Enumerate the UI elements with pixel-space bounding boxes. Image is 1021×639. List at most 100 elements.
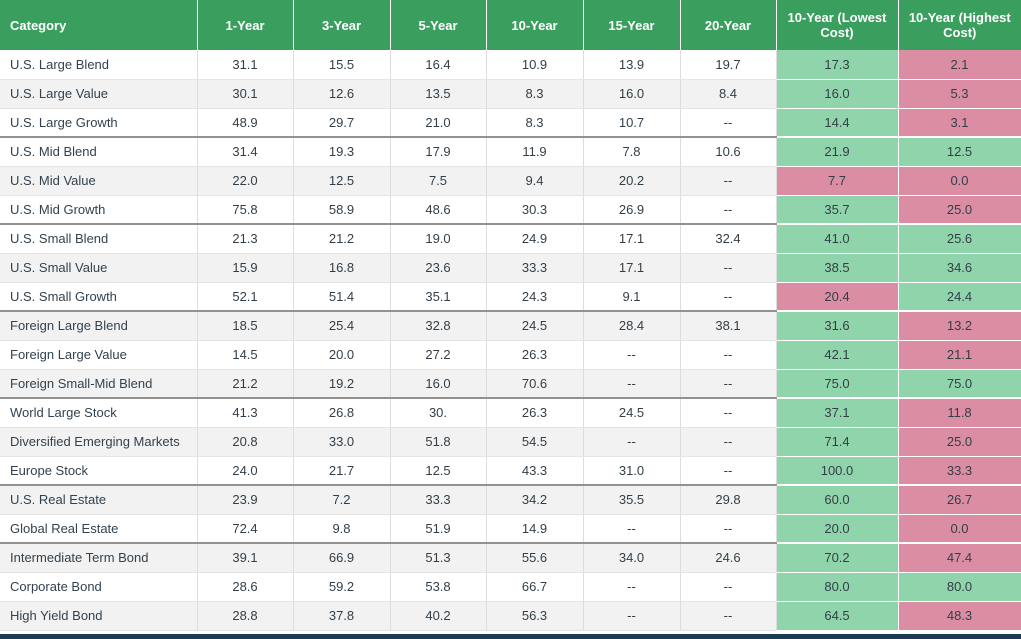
- value-cell: 23.6: [390, 253, 487, 283]
- category-cell: Corporate Bond: [0, 572, 198, 602]
- value-cell: --: [680, 369, 777, 399]
- value-cell: 7.2: [293, 485, 391, 515]
- value-cell: 37.8: [293, 601, 391, 631]
- table-row-u-s-small-growth: U.S. Small Growth 52.1 51.4 35.1 24.3 9.1 -- 20…: [0, 282, 1021, 312]
- category-cell: Intermediate Term Bond: [0, 543, 198, 573]
- value-cell: --: [583, 369, 681, 399]
- lowest-cost-cell: 38.5: [775, 253, 899, 283]
- category-cell: U.S. Mid Blend: [0, 137, 198, 167]
- value-cell: 48.6: [390, 195, 487, 225]
- table-row-foreign-large-blend: Foreign Large Blend 18.5 25.4 32.8 24.5 28.4 3…: [0, 311, 1021, 341]
- lowest-cost-cell: 31.6: [775, 311, 899, 341]
- value-cell: 54.5: [486, 427, 584, 457]
- value-cell: 33.3: [390, 485, 487, 515]
- col-header-category: Category: [0, 0, 198, 50]
- value-cell: 11.9: [486, 137, 584, 167]
- highest-cost-cell: 5.3: [897, 79, 1021, 109]
- value-cell: 7.8: [583, 137, 681, 167]
- value-cell: 21.0: [390, 108, 487, 138]
- value-cell: 35.1: [390, 282, 487, 312]
- value-cell: 22.0: [197, 166, 294, 196]
- value-cell: --: [680, 398, 777, 428]
- value-cell: 33.3: [486, 253, 584, 283]
- value-cell: 30.3: [486, 195, 584, 225]
- category-cell: U.S. Mid Growth: [0, 195, 198, 225]
- highest-cost-cell: 25.0: [897, 195, 1021, 225]
- lowest-cost-cell: 21.9: [775, 137, 899, 167]
- table-row-u-s-large-value: U.S. Large Value 30.1 12.6 13.5 8.3 16.0 8.4 16…: [0, 79, 1021, 109]
- lowest-cost-cell: 16.0: [775, 79, 899, 109]
- value-cell: 8.3: [486, 79, 584, 109]
- value-cell: 75.8: [197, 195, 294, 225]
- value-cell: 20.2: [583, 166, 681, 196]
- category-cell: Diversified Emerging Markets: [0, 427, 198, 457]
- table-header: Category 1-Year 3-Year 5-Year 10-Year 15-Year…: [0, 0, 1021, 50]
- table-row-diversified-emerging-markets: Diversified Emerging Markets 20.8 33.0 51.8…: [0, 427, 1021, 457]
- category-cell: World Large Stock: [0, 398, 198, 428]
- table-row-global-real-estate: Global Real Estate 72.4 9.8 51.9 14.9 -- -- 20.…: [0, 514, 1021, 544]
- value-cell: 70.6: [486, 369, 584, 399]
- highest-cost-cell: 3.1: [897, 108, 1021, 138]
- lowest-cost-cell: 42.1: [775, 340, 899, 370]
- lowest-cost-cell: 80.0: [775, 572, 899, 602]
- value-cell: 8.3: [486, 108, 584, 138]
- col-header-3-year: 3-Year: [293, 0, 391, 50]
- value-cell: 19.3: [293, 137, 391, 167]
- table-row-corporate-bond: Corporate Bond 28.6 59.2 53.8 66.7 -- -- 80.0 80…: [0, 572, 1021, 602]
- value-cell: 59.2: [293, 572, 391, 602]
- value-cell: 51.8: [390, 427, 487, 457]
- value-cell: 10.7: [583, 108, 681, 138]
- value-cell: 12.5: [293, 166, 391, 196]
- value-cell: 17.1: [583, 224, 681, 254]
- value-cell: --: [680, 195, 777, 225]
- value-cell: 31.0: [583, 456, 681, 486]
- value-cell: 24.5: [583, 398, 681, 428]
- value-cell: 12.6: [293, 79, 391, 109]
- highest-cost-cell: 25.0: [897, 427, 1021, 457]
- value-cell: 72.4: [197, 514, 294, 544]
- value-cell: --: [583, 340, 681, 370]
- lowest-cost-cell: 75.0: [775, 369, 899, 399]
- value-cell: 8.4: [680, 79, 777, 109]
- category-cell: U.S. Large Value: [0, 79, 198, 109]
- lowest-cost-cell: 70.2: [775, 543, 899, 573]
- value-cell: --: [583, 427, 681, 457]
- highest-cost-cell: 13.2: [897, 311, 1021, 341]
- highest-cost-cell: 75.0: [897, 369, 1021, 399]
- value-cell: 40.2: [390, 601, 487, 631]
- value-cell: 20.8: [197, 427, 294, 457]
- highest-cost-cell: 47.4: [897, 543, 1021, 573]
- highest-cost-cell: 33.3: [897, 456, 1021, 486]
- value-cell: 9.8: [293, 514, 391, 544]
- highest-cost-cell: 21.1: [897, 340, 1021, 370]
- value-cell: 34.0: [583, 543, 681, 573]
- value-cell: 27.2: [390, 340, 487, 370]
- value-cell: 26.9: [583, 195, 681, 225]
- table-row-u-s-large-growth: U.S. Large Growth 48.9 29.7 21.0 8.3 10.7 -- 14…: [0, 108, 1021, 138]
- value-cell: --: [583, 601, 681, 631]
- value-cell: 25.4: [293, 311, 391, 341]
- table-row-foreign-small-mid-blend: Foreign Small-Mid Blend 21.2 19.2 16.0 70.6-…: [0, 369, 1021, 399]
- category-cell: Foreign Small-Mid Blend: [0, 369, 198, 399]
- col-header-15-year: 15-Year: [583, 0, 681, 50]
- value-cell: --: [680, 340, 777, 370]
- value-cell: 16.4: [390, 50, 487, 80]
- highest-cost-cell: 2.1: [897, 50, 1021, 80]
- value-cell: 38.1: [680, 311, 777, 341]
- table-row-u-s-mid-blend: U.S. Mid Blend 31.4 19.3 17.9 11.9 7.8 10.6 21.…: [0, 137, 1021, 167]
- category-cell: U.S. Mid Value: [0, 166, 198, 196]
- value-cell: 21.7: [293, 456, 391, 486]
- value-cell: 13.5: [390, 79, 487, 109]
- lowest-cost-cell: 60.0: [775, 485, 899, 515]
- value-cell: 17.1: [583, 253, 681, 283]
- lowest-cost-cell: 14.4: [775, 108, 899, 138]
- value-cell: 66.7: [486, 572, 584, 602]
- value-cell: 19.7: [680, 50, 777, 80]
- value-cell: --: [680, 166, 777, 196]
- value-cell: 28.4: [583, 311, 681, 341]
- highest-cost-cell: 0.0: [897, 514, 1021, 544]
- category-cell: U.S. Large Blend: [0, 50, 198, 80]
- value-cell: 29.7: [293, 108, 391, 138]
- category-cell: Europe Stock: [0, 456, 198, 486]
